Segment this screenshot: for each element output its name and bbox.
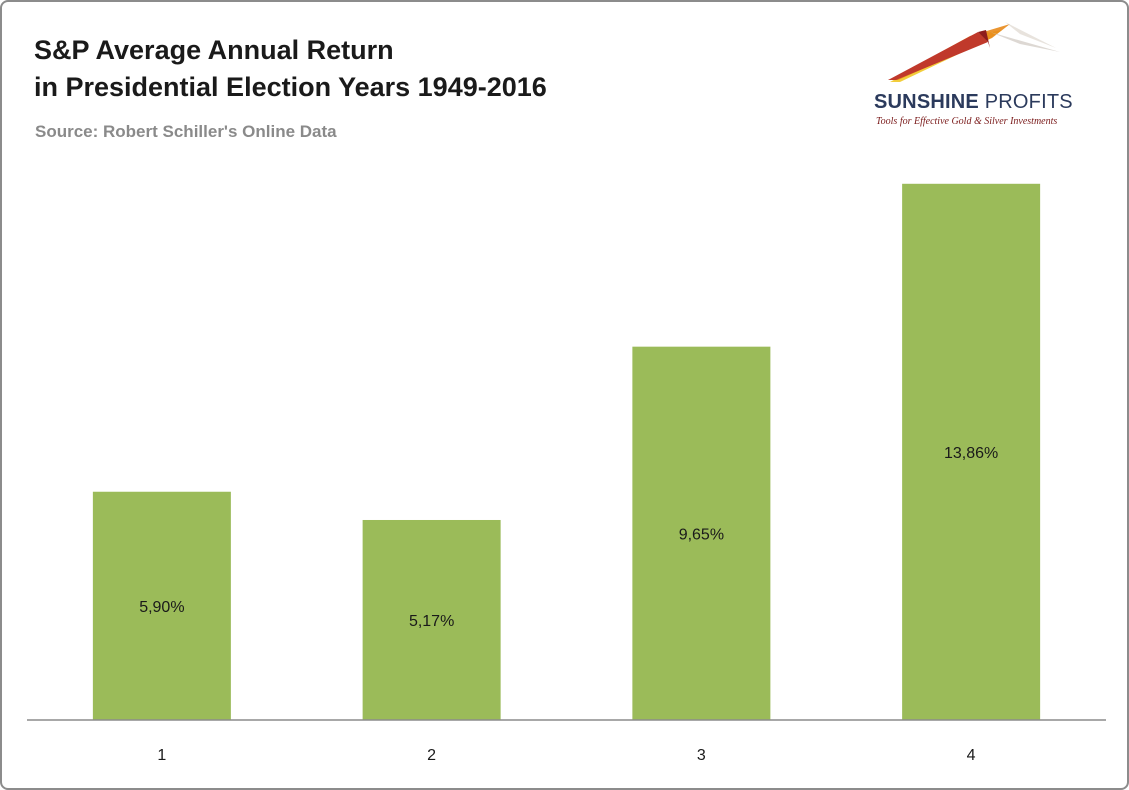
bar-3 xyxy=(632,346,771,720)
x-tick-label-2: 2 xyxy=(427,747,436,764)
chart-subtitle: Source: Robert Schiller's Online Data xyxy=(35,122,337,141)
bar-1 xyxy=(92,491,231,720)
bar-4 xyxy=(902,183,1041,720)
x-tick-label-3: 3 xyxy=(697,747,706,764)
chart-title: S&P Average Annual Return in Presidentia… xyxy=(34,32,547,106)
sunshine-profits-logo: SUNSHINE PROFITS Tools for Effective Gol… xyxy=(860,4,1092,144)
logo-name: SUNSHINE PROFITS xyxy=(874,91,1073,114)
bars-group: 5,90% 5,17% 9,65% 13,86% xyxy=(92,183,1041,720)
data-label-2: 5,17% xyxy=(409,613,454,630)
x-tick-labels: 1 2 3 4 xyxy=(157,747,975,764)
bar-2 xyxy=(362,519,501,720)
chart-title-line-2: in Presidential Election Years 1949-2016 xyxy=(34,72,547,102)
logo-name-light: PROFITS xyxy=(984,91,1073,113)
logo-swoosh-icon xyxy=(888,22,1060,82)
logo-tagline: Tools for Effective Gold & Silver Invest… xyxy=(876,116,1058,127)
logo-name-bold: SUNSHINE xyxy=(874,91,979,113)
x-tick-label-4: 4 xyxy=(967,747,976,764)
data-label-4: 13,86% xyxy=(944,445,998,462)
data-label-1: 5,90% xyxy=(139,599,184,616)
chart-title-line-1: S&P Average Annual Return xyxy=(34,35,394,65)
data-label-3: 9,65% xyxy=(679,526,724,543)
x-tick-label-1: 1 xyxy=(157,747,166,764)
